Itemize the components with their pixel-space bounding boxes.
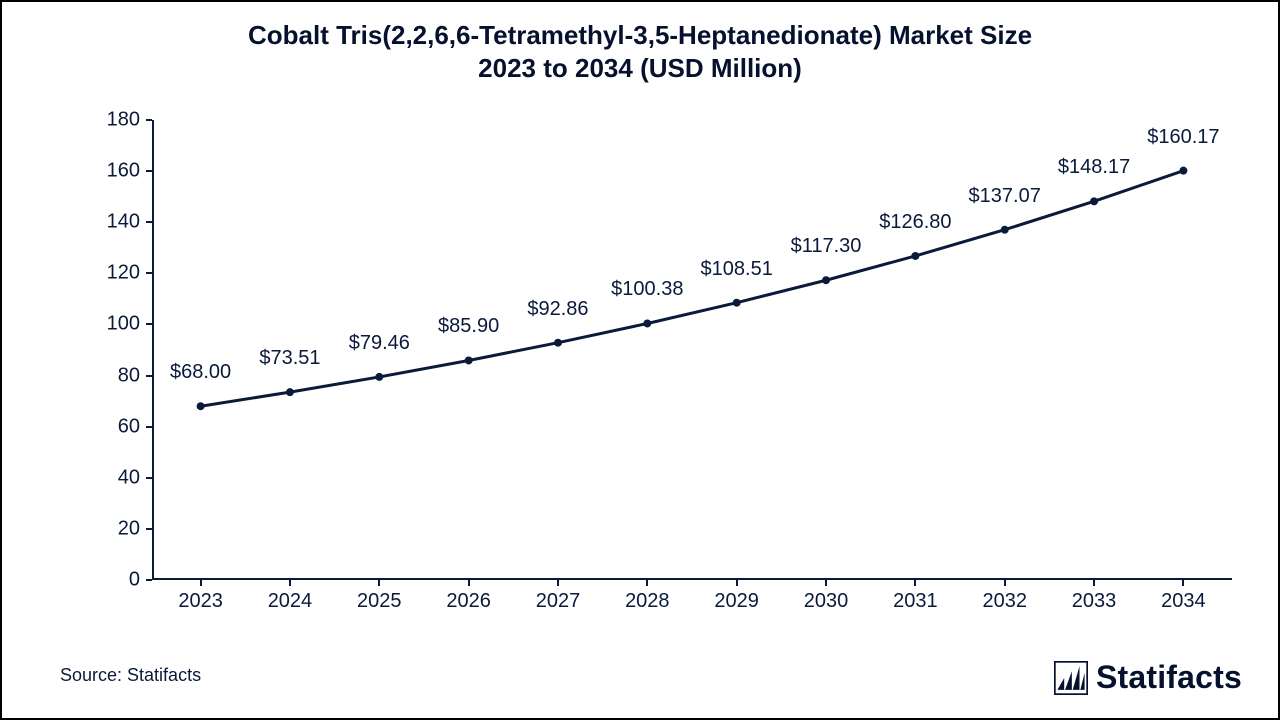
y-tick-mark — [146, 119, 152, 121]
data-label: $79.46 — [349, 332, 410, 355]
series-marker — [643, 319, 651, 327]
y-tick-mark — [146, 426, 152, 428]
y-tick-mark — [146, 272, 152, 274]
chart-title-line1: Cobalt Tris(2,2,6,6-Tetramethyl-3,5-Hept… — [2, 20, 1278, 51]
series-marker — [554, 339, 562, 347]
data-label: $108.51 — [701, 258, 773, 281]
y-tick-label: 120 — [107, 262, 140, 285]
y-tick-mark — [146, 579, 152, 581]
data-label: $117.30 — [791, 235, 862, 258]
data-label: $100.38 — [611, 278, 683, 301]
data-label: $92.86 — [527, 298, 588, 321]
series-marker — [822, 276, 830, 284]
y-tick-label: 100 — [107, 313, 140, 336]
series-marker — [375, 373, 383, 381]
x-tick-mark — [289, 580, 291, 586]
y-tick-label: 180 — [107, 109, 140, 132]
data-label: $137.07 — [969, 185, 1041, 208]
y-tick-mark — [146, 375, 152, 377]
y-tick-mark — [146, 477, 152, 479]
x-tick-label: 2027 — [536, 590, 581, 613]
y-tick-mark — [146, 528, 152, 530]
x-tick-label: 2033 — [1072, 590, 1117, 613]
x-tick-label: 2023 — [178, 590, 223, 613]
x-tick-label: 2024 — [268, 590, 313, 613]
chart-title-line2: 2023 to 2034 (USD Million) — [2, 53, 1278, 84]
y-tick-label: 60 — [118, 415, 140, 438]
x-tick-mark — [468, 580, 470, 586]
x-tick-label: 2025 — [357, 590, 402, 613]
data-label: $85.90 — [438, 315, 499, 338]
y-tick-label: 80 — [118, 364, 140, 387]
x-tick-label: 2032 — [982, 590, 1027, 613]
brand-logo: Statifacts — [1054, 659, 1242, 696]
chart-frame: Cobalt Tris(2,2,6,6-Tetramethyl-3,5-Hept… — [0, 0, 1280, 720]
x-tick-mark — [200, 580, 202, 586]
series-marker — [1090, 197, 1098, 205]
x-tick-mark — [378, 580, 380, 586]
y-tick-label: 20 — [118, 517, 140, 540]
y-tick-label: 160 — [107, 160, 140, 183]
x-tick-mark — [1004, 580, 1006, 586]
series-marker — [1179, 167, 1187, 175]
data-label: $160.17 — [1147, 126, 1219, 149]
series-marker — [1001, 226, 1009, 234]
data-label: $148.17 — [1058, 156, 1130, 179]
y-tick-mark — [146, 221, 152, 223]
x-tick-label: 2026 — [446, 590, 491, 613]
source-text: Source: Statifacts — [60, 665, 201, 686]
series-marker — [911, 252, 919, 260]
data-label: $68.00 — [170, 361, 231, 384]
series-marker — [733, 299, 741, 307]
x-tick-mark — [1093, 580, 1095, 586]
x-tick-mark — [825, 580, 827, 586]
series-marker — [197, 402, 205, 410]
x-tick-mark — [1182, 580, 1184, 586]
x-tick-mark — [736, 580, 738, 586]
data-label: $73.51 — [259, 347, 320, 370]
x-tick-mark — [914, 580, 916, 586]
y-tick-mark — [146, 323, 152, 325]
x-tick-mark — [557, 580, 559, 586]
y-tick-label: 0 — [129, 569, 140, 592]
chart-title: Cobalt Tris(2,2,6,6-Tetramethyl-3,5-Hept… — [2, 20, 1278, 84]
x-tick-label: 2028 — [625, 590, 670, 613]
x-tick-label: 2030 — [804, 590, 849, 613]
y-tick-label: 140 — [107, 211, 140, 234]
y-tick-label: 40 — [118, 466, 140, 489]
x-tick-label: 2034 — [1161, 590, 1206, 613]
series-marker — [465, 356, 473, 364]
y-tick-mark — [146, 170, 152, 172]
plot-area: 0204060801001201401601802023202420252026… — [152, 120, 1232, 580]
statifacts-icon — [1054, 661, 1088, 695]
data-label: $126.80 — [879, 211, 951, 234]
brand-name: Statifacts — [1096, 659, 1242, 696]
x-tick-label: 2029 — [714, 590, 759, 613]
x-tick-label: 2031 — [893, 590, 938, 613]
series-marker — [286, 388, 294, 396]
x-tick-mark — [646, 580, 648, 586]
